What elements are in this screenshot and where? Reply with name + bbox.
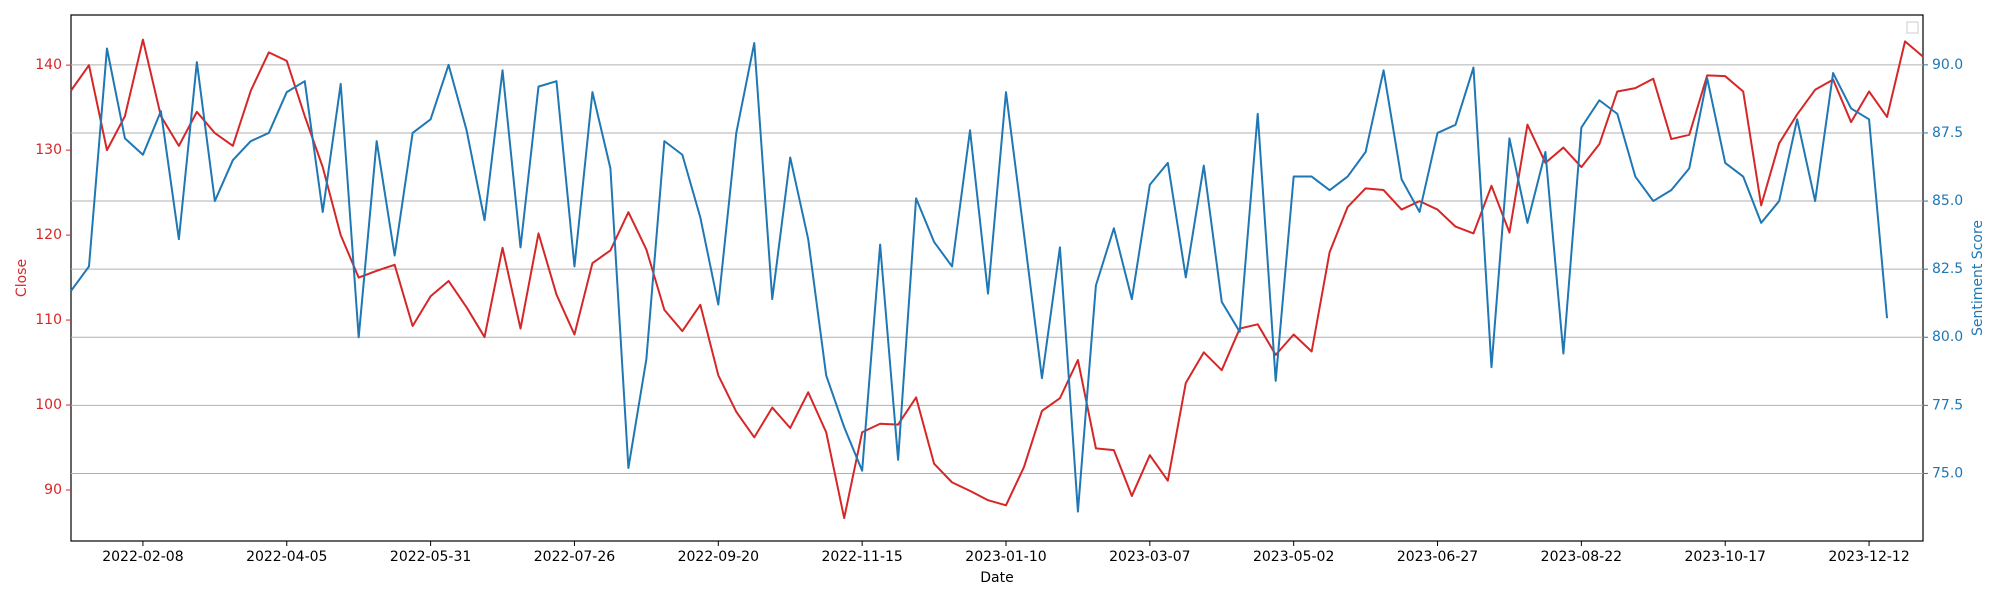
x-tick-label: 2023-03-07 <box>1109 549 1190 565</box>
x-tick-label: 2022-09-20 <box>678 549 759 565</box>
y2-tick-label: 80.0 <box>1932 329 1963 345</box>
y2-tick-label: 90.0 <box>1932 57 1963 73</box>
y-tick-label: 140 <box>35 57 62 73</box>
x-tick-label: 2023-08-22 <box>1541 549 1622 565</box>
x-tick-label: 2022-07-26 <box>534 549 615 565</box>
x-tick-label: 2023-05-02 <box>1253 549 1334 565</box>
x-tick-label: 2022-04-05 <box>246 549 327 565</box>
y2-axis-label: Sentiment Score <box>1970 220 1986 336</box>
x-axis-label: Date <box>980 570 1013 586</box>
x-tick-label: 2023-12-12 <box>1828 549 1909 565</box>
plot-frame <box>70 14 1924 542</box>
y2-tick-label: 87.5 <box>1932 125 1963 141</box>
y-tick-label: 120 <box>35 227 62 243</box>
y-tick-label: 90 <box>44 482 62 498</box>
x-tick-label: 2023-01-10 <box>965 549 1046 565</box>
y2-tick-label: 77.5 <box>1932 397 1963 413</box>
x-tick-label: 2022-11-15 <box>821 549 902 565</box>
legend-box <box>1906 21 1919 34</box>
y2-tick-label: 82.5 <box>1932 261 1963 277</box>
y-tick-label: 130 <box>35 142 62 158</box>
x-tick-label: 2022-05-31 <box>390 549 471 565</box>
x-tick-label: 2023-06-27 <box>1397 549 1478 565</box>
y-axis-label: Close <box>14 259 30 297</box>
y-tick-label: 100 <box>35 397 62 413</box>
series-line <box>70 42 1889 513</box>
series-line <box>70 38 1924 520</box>
x-tick-label: 2022-02-08 <box>102 549 183 565</box>
y2-tick-label: 75.0 <box>1932 465 1963 481</box>
y2-tick-label: 85.0 <box>1932 193 1963 209</box>
x-tick-label: 2023-10-17 <box>1685 549 1766 565</box>
y-tick-label: 110 <box>35 312 62 328</box>
